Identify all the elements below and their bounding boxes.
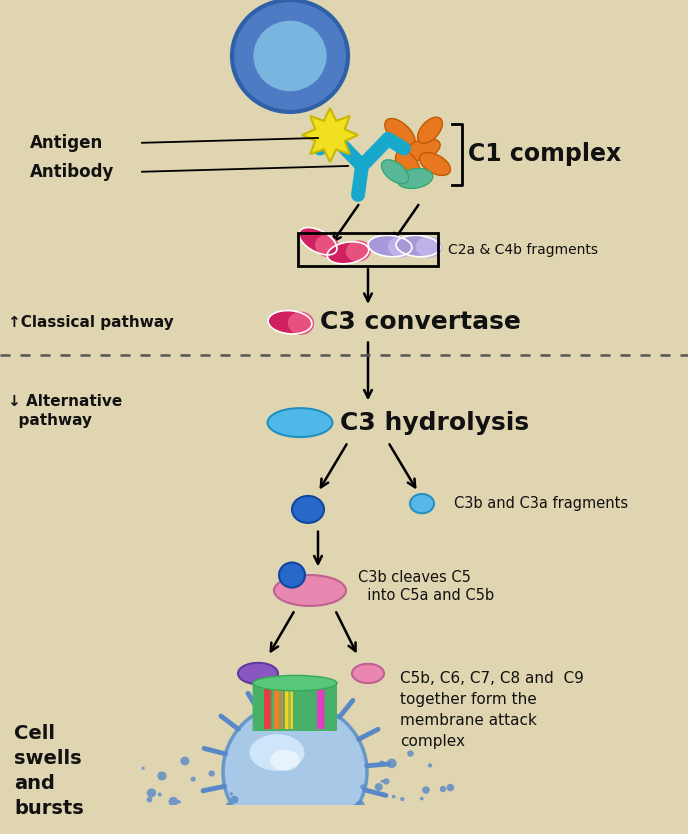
Ellipse shape (327, 242, 369, 264)
Ellipse shape (292, 496, 324, 523)
Polygon shape (302, 108, 358, 162)
Bar (305, 683, 314, 730)
Circle shape (223, 702, 367, 834)
Circle shape (392, 795, 396, 798)
Circle shape (142, 766, 144, 770)
Ellipse shape (274, 575, 346, 606)
Circle shape (355, 801, 365, 810)
Text: C5b, C6, C7, C8 and  C9
together form the
membrane attack
complex: C5b, C6, C7, C8 and C9 together form the… (400, 671, 584, 749)
Text: Cell
swells
and
bursts: Cell swells and bursts (14, 724, 84, 817)
Circle shape (230, 792, 233, 796)
Bar (274, 683, 283, 730)
Circle shape (158, 771, 166, 781)
Ellipse shape (410, 494, 434, 513)
Circle shape (223, 829, 227, 833)
Ellipse shape (397, 168, 433, 188)
Circle shape (379, 761, 385, 766)
Circle shape (230, 796, 239, 803)
Circle shape (420, 796, 424, 801)
Ellipse shape (385, 118, 415, 148)
Ellipse shape (268, 408, 332, 437)
Circle shape (191, 776, 196, 781)
Ellipse shape (368, 235, 412, 257)
Circle shape (147, 797, 152, 802)
Bar (253, 683, 337, 731)
Ellipse shape (268, 310, 312, 334)
Circle shape (226, 802, 232, 809)
Ellipse shape (238, 663, 278, 684)
Bar (264, 683, 272, 730)
Text: C3b and C3a fragments: C3b and C3a fragments (454, 496, 628, 511)
Text: ↓ Alternative
  pathway: ↓ Alternative pathway (8, 394, 122, 429)
Ellipse shape (418, 118, 442, 143)
Circle shape (375, 783, 383, 791)
Ellipse shape (381, 160, 409, 183)
Circle shape (416, 826, 425, 834)
Circle shape (208, 771, 215, 776)
Ellipse shape (250, 734, 305, 771)
Circle shape (177, 800, 181, 804)
Circle shape (279, 562, 305, 588)
Circle shape (380, 780, 384, 783)
Ellipse shape (404, 138, 440, 161)
Circle shape (383, 778, 389, 785)
Ellipse shape (352, 664, 384, 683)
Circle shape (352, 804, 361, 813)
Text: C2a & C4b fragments: C2a & C4b fragments (448, 243, 598, 257)
Circle shape (252, 19, 328, 93)
Circle shape (182, 828, 191, 834)
Circle shape (180, 756, 189, 766)
Text: C1 complex: C1 complex (468, 143, 621, 166)
Circle shape (138, 825, 142, 829)
Text: Antigen: Antigen (30, 133, 103, 152)
Circle shape (387, 759, 397, 768)
Circle shape (158, 792, 162, 796)
Circle shape (169, 796, 178, 806)
Ellipse shape (388, 236, 414, 258)
Ellipse shape (396, 150, 420, 182)
Circle shape (447, 784, 454, 791)
Bar (316, 683, 325, 730)
Ellipse shape (299, 228, 337, 255)
Ellipse shape (396, 235, 440, 257)
Circle shape (400, 797, 405, 801)
Text: C3 hydrolysis: C3 hydrolysis (340, 410, 529, 435)
Text: Antibody: Antibody (30, 163, 114, 181)
Circle shape (147, 788, 156, 797)
Circle shape (361, 784, 365, 790)
Ellipse shape (270, 750, 300, 771)
Circle shape (422, 786, 430, 794)
Text: C3b cleaves C5
  into C5a and C5b: C3b cleaves C5 into C5a and C5b (358, 570, 494, 603)
Circle shape (231, 825, 238, 831)
Ellipse shape (420, 153, 451, 175)
Ellipse shape (416, 236, 442, 258)
Circle shape (343, 833, 347, 834)
Text: C3 convertase: C3 convertase (320, 310, 521, 334)
Ellipse shape (253, 676, 337, 691)
Ellipse shape (288, 312, 314, 334)
Circle shape (232, 0, 348, 112)
Ellipse shape (315, 235, 339, 258)
Circle shape (173, 822, 175, 826)
Text: ↑Classical pathway: ↑Classical pathway (8, 314, 174, 329)
Bar (295, 683, 304, 730)
Bar (298, 234, 438, 266)
Bar (285, 683, 293, 730)
Circle shape (428, 763, 432, 767)
Circle shape (407, 751, 413, 756)
Circle shape (440, 786, 447, 792)
Circle shape (204, 810, 213, 819)
Ellipse shape (346, 240, 371, 262)
